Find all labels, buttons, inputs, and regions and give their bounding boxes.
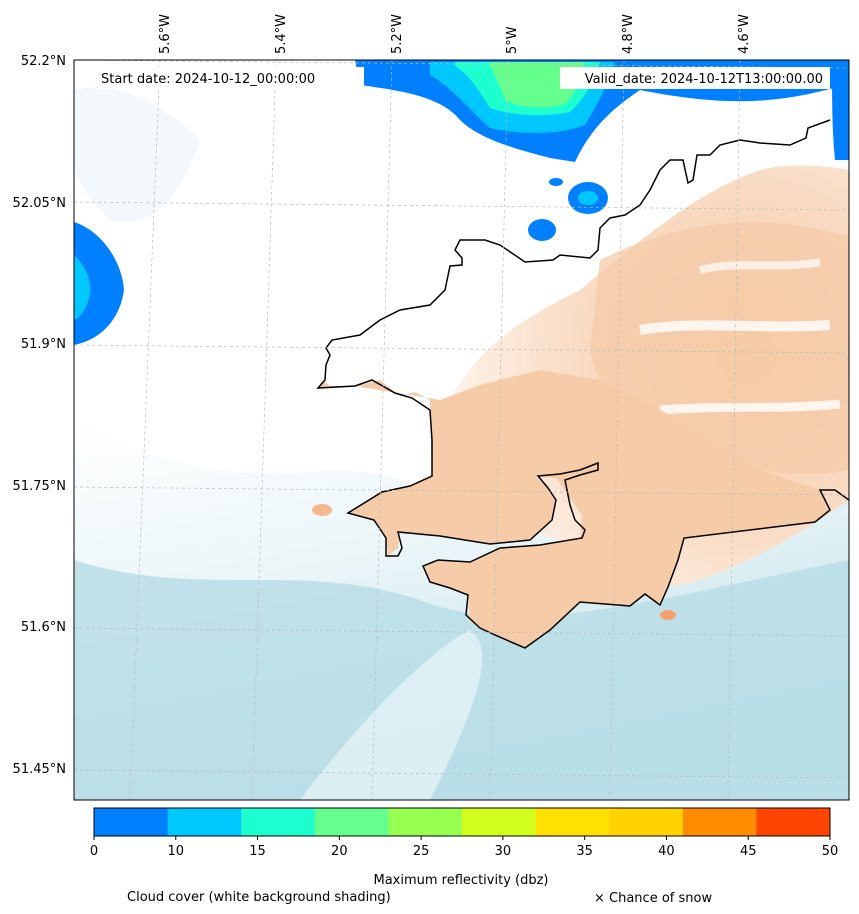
lon-label-5-6w: 5.6°W [158, 14, 173, 54]
reflectivity-cell-3 [549, 178, 563, 186]
coastline-north [316, 119, 849, 649]
colorbar-segment [682, 808, 757, 836]
lon-label-4-8w: 4.8°W [621, 14, 636, 54]
lat-label-52-2n: 52.2°N [21, 54, 66, 69]
rain-streak-1 [639, 320, 831, 335]
colorbar-tick-label: 30 [495, 844, 512, 859]
colorbar-segment [756, 808, 831, 836]
colorbar-segment [241, 808, 316, 836]
reflectivity-cell-2 [528, 219, 556, 241]
colorbar-tick-label: 50 [822, 844, 839, 859]
reflectivity-dot-coast [660, 610, 676, 620]
map-frame [73, 59, 850, 801]
colorbar-frame [93, 807, 831, 837]
lon-label-5w: 5°W [505, 26, 520, 54]
cloud-cover-light-band [300, 630, 483, 800]
rain-streak-2 [659, 399, 841, 415]
colorbar-ticks: 0 10 15 20 25 30 35 40 45 50 [90, 836, 838, 859]
colorbar-segment [314, 808, 389, 836]
colorbar-segment [388, 808, 463, 836]
colorbar-tick-label: 10 [168, 844, 185, 859]
colorbar-segment [462, 808, 537, 836]
colorbar-title: Maximum reflectivity (dbz) [374, 873, 549, 888]
reflectivity-west-core [74, 255, 91, 320]
colorbar-segment [167, 808, 242, 836]
colorbar-segment [94, 808, 169, 836]
lat-label-51-9n: 51.9°N [21, 337, 66, 352]
colorbar-segment [609, 808, 684, 836]
lon-label-4-6w: 4.6°W [737, 14, 752, 54]
colorbar-segment [535, 808, 610, 836]
colorbar [93, 807, 831, 837]
start-date-label: Start date: 2024-10-12_00:00:00 [101, 72, 315, 87]
reflectivity-northeast [832, 60, 849, 160]
reflectivity-dot-sea [312, 504, 332, 516]
reflectivity-west [74, 222, 124, 345]
colorbar-tick-label: 20 [331, 844, 348, 859]
cloud-cover-northwest [74, 87, 200, 222]
start-date-box [94, 67, 364, 89]
lon-label-5-4w: 5.4°W [274, 14, 289, 54]
colorbar-tick-label: 45 [740, 844, 757, 859]
valid-date-box [560, 67, 830, 89]
lon-label-5-2w: 5.2°W [390, 14, 405, 54]
colorbar-tick-label: 15 [249, 844, 266, 859]
valid-date-label: Valid_date: 2024-10-12T13:00:00.00 [585, 72, 823, 87]
lat-label-51-6n: 51.6°N [21, 620, 66, 635]
lat-label-51-45n: 51.45°N [13, 762, 66, 777]
lat-label-52-05n: 52.05°N [13, 196, 66, 211]
land-south-peninsula [318, 370, 830, 648]
lat-label-51-75n: 51.75°N [13, 479, 66, 494]
colorbar-tick-label: 0 [90, 844, 98, 859]
reflectivity-cell-1-core [578, 191, 598, 205]
colorbar-tick-label: 35 [576, 844, 593, 859]
map-area [74, 60, 849, 800]
snow-legend: × Chance of snow [594, 891, 712, 906]
colorbar-tick-label: 40 [658, 844, 675, 859]
cloud-cover-legend: Cloud cover (white background shading) [127, 890, 391, 905]
colorbar-tick-label: 25 [413, 844, 430, 859]
rain-streak-3 [699, 258, 821, 274]
